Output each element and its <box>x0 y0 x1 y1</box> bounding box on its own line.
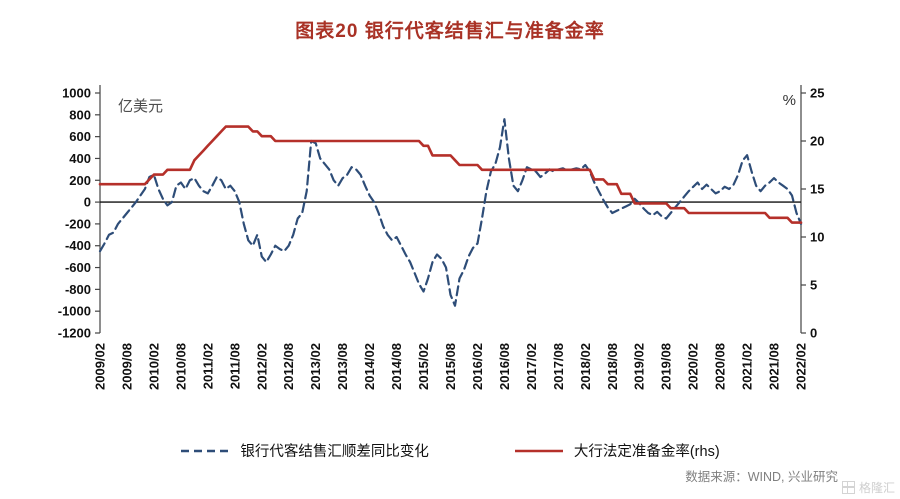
svg-text:-1200: -1200 <box>58 326 91 341</box>
svg-text:2018/02: 2018/02 <box>578 343 593 390</box>
svg-text:2010/08: 2010/08 <box>173 343 188 390</box>
svg-text:2012/08: 2012/08 <box>281 343 296 390</box>
data-source-note: 数据来源：WIND, 兴业研究 <box>685 470 838 484</box>
svg-text:5: 5 <box>810 278 817 293</box>
svg-text:2021/02: 2021/02 <box>740 343 755 390</box>
svg-text:2013/02: 2013/02 <box>308 343 323 390</box>
svg-text:2012/02: 2012/02 <box>254 343 269 390</box>
svg-text:2015/08: 2015/08 <box>443 343 458 390</box>
svg-text:1000: 1000 <box>62 86 91 101</box>
svg-text:0: 0 <box>810 326 817 341</box>
svg-text:600: 600 <box>69 129 91 144</box>
svg-text:2009/08: 2009/08 <box>119 343 134 390</box>
gelonghui-logo-icon <box>841 481 855 494</box>
svg-text:2013/08: 2013/08 <box>335 343 350 390</box>
chart-plot: 10008006004002000-200-400-600-800-1000-1… <box>58 85 824 390</box>
svg-text:2019/02: 2019/02 <box>632 343 647 390</box>
svg-text:400: 400 <box>69 151 91 166</box>
chart-legend: 银行代客结售汇顺差同比变化 大行法定准备金率(rhs) <box>0 440 900 461</box>
svg-text:2014/08: 2014/08 <box>389 343 404 390</box>
svg-text:-200: -200 <box>65 216 91 231</box>
svg-text:-800: -800 <box>65 282 91 297</box>
gelonghui-watermark: 格隆汇 <box>841 479 895 496</box>
svg-text:2014/02: 2014/02 <box>362 343 377 390</box>
chart-title: 图表20 银行代客结售汇与准备金率 <box>295 21 605 42</box>
svg-text:2018/08: 2018/08 <box>605 343 620 390</box>
svg-text:2020/02: 2020/02 <box>686 343 701 390</box>
legend-label-settlement: 银行代客结售汇顺差同比变化 <box>240 444 429 460</box>
svg-text:2011/08: 2011/08 <box>227 343 242 389</box>
svg-text:2021/08: 2021/08 <box>767 343 782 390</box>
legend-label-rrr: 大行法定准备金率(rhs) <box>573 444 720 460</box>
svg-text:2011/02: 2011/02 <box>200 343 215 389</box>
gelonghui-watermark-text: 格隆汇 <box>858 481 895 495</box>
svg-text:2010/02: 2010/02 <box>146 343 161 390</box>
svg-text:2016/02: 2016/02 <box>470 343 485 390</box>
svg-text:2017/02: 2017/02 <box>524 343 539 390</box>
svg-text:25: 25 <box>810 86 824 101</box>
svg-text:2009/02: 2009/02 <box>93 343 108 390</box>
svg-text:2016/08: 2016/08 <box>497 343 512 390</box>
svg-text:20: 20 <box>810 134 824 149</box>
svg-text:0: 0 <box>84 195 91 210</box>
legend-item-settlement: 银行代客结售汇顺差同比变化 <box>180 440 429 461</box>
svg-text:-600: -600 <box>65 260 91 275</box>
legend-dashed-sample-icon <box>181 449 230 452</box>
svg-text:15: 15 <box>810 182 824 197</box>
legend-item-rrr: 大行法定准备金率(rhs) <box>514 440 720 461</box>
legend-solid-sample-icon <box>514 449 563 452</box>
svg-text:800: 800 <box>69 107 91 122</box>
svg-text:200: 200 <box>69 173 91 188</box>
left-axis-unit-label: 亿美元 <box>118 98 164 115</box>
svg-text:2019/08: 2019/08 <box>659 343 674 390</box>
svg-text:10: 10 <box>810 230 824 245</box>
right-axis-unit-label: % <box>782 92 796 109</box>
svg-text:-400: -400 <box>65 238 91 253</box>
svg-text:2022/02: 2022/02 <box>794 343 809 390</box>
svg-text:2017/08: 2017/08 <box>551 343 566 390</box>
svg-text:-1000: -1000 <box>58 304 91 319</box>
svg-text:2015/02: 2015/02 <box>416 343 431 390</box>
svg-text:2020/08: 2020/08 <box>713 343 728 390</box>
